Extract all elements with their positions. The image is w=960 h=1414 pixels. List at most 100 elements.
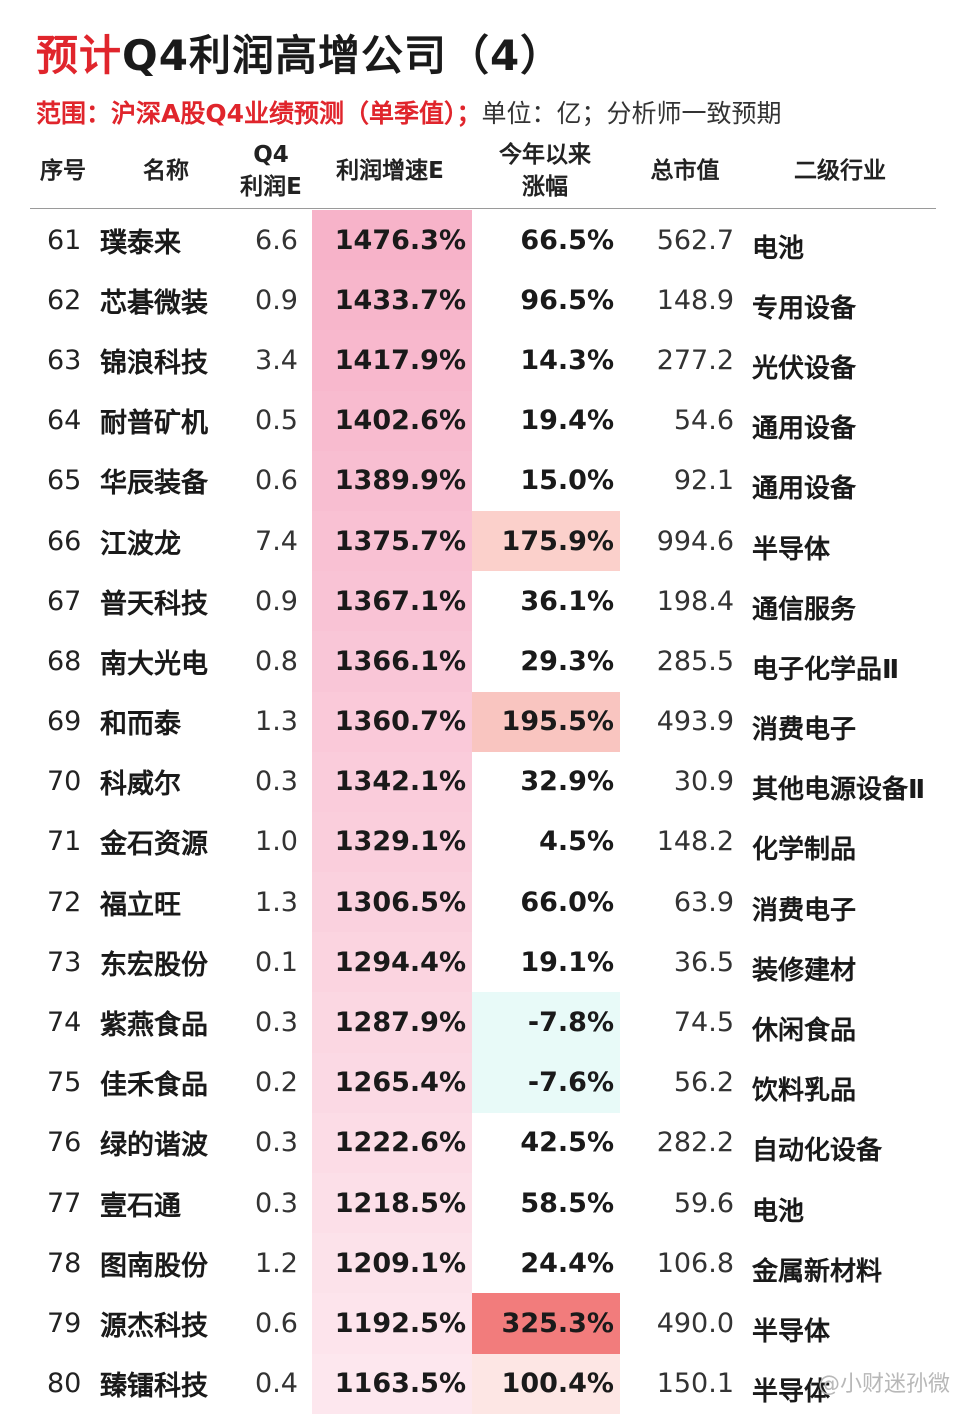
row-industry: 装修建材: [752, 955, 857, 986]
page-subtitle: 范围：沪深A股Q4业绩预测（单季值）；单位：亿；分析师一致预期: [36, 94, 782, 130]
row-index: 78: [47, 1247, 82, 1279]
row-index: 61: [47, 224, 82, 256]
row-ytd-change: 15.0%: [520, 465, 614, 497]
row-name: 耐普矿机: [100, 408, 208, 440]
row-industry: 通用设备: [752, 414, 857, 445]
row-name: 金石资源: [100, 829, 208, 861]
row-name: 普天科技: [100, 588, 208, 620]
row-industry: 半导体: [752, 1377, 831, 1408]
header-growth: 利润增速E: [336, 158, 444, 184]
row-index: 73: [47, 946, 82, 978]
row-industry: 专用设备: [752, 293, 857, 324]
row-profit-growth: 1192.5%: [312, 1293, 472, 1354]
row-index: 71: [47, 826, 82, 858]
row-market-cap: 282.2: [656, 1127, 734, 1159]
table-row: 70 科威尔 0.3 1342.1% 32.9% 30.9 其他电源设备Ⅱ: [30, 751, 960, 812]
row-profit-growth: 1389.9%: [312, 450, 472, 511]
header-q4: Q4 利润E: [230, 134, 312, 208]
header-q4-line2: 利润E: [240, 174, 302, 200]
table-row: 72 福立旺 1.3 1306.5% 66.0% 63.9 消费电子: [30, 872, 960, 933]
row-q4-profit: 1.2: [255, 1247, 298, 1279]
row-ytd-change: 66.5%: [520, 224, 614, 256]
table-row: 62 芯碁微装 0.9 1433.7% 96.5% 148.9 专用设备: [30, 270, 960, 331]
row-ytd-change: 42.5%: [520, 1127, 614, 1159]
row-name: 和而泰: [100, 709, 181, 741]
row-market-cap: 74.5: [673, 1007, 734, 1039]
table-row: 75 佳禾食品 0.2 1265.4% -7.6% 56.2 饮料乳品: [30, 1052, 960, 1113]
row-q4-profit: 0.3: [255, 1127, 298, 1159]
row-index: 69: [47, 706, 82, 738]
row-ytd-change: 32.9%: [520, 766, 614, 798]
row-market-cap: 493.9: [656, 706, 734, 738]
row-ytd-change: 14.3%: [520, 344, 614, 376]
row-ytd-change: 66.0%: [520, 886, 614, 918]
row-ytd-change: -7.8%: [472, 992, 620, 1053]
header-industry: 二级行业: [794, 158, 886, 184]
row-name: 南大光电: [100, 648, 208, 680]
row-index: 66: [47, 525, 82, 557]
header-name: 名称: [143, 158, 189, 184]
row-q4-profit: 0.2: [255, 1067, 298, 1099]
row-profit-growth: 1218.5%: [312, 1173, 472, 1234]
table-row: 67 普天科技 0.9 1367.1% 36.1% 198.4 通信服务: [30, 571, 960, 632]
row-index: 76: [47, 1127, 82, 1159]
table-header: 序号 名称 Q4 利润E 利润增速E 今年以来 涨幅 总市值 二级行业: [30, 134, 936, 209]
row-industry: 通用设备: [752, 474, 857, 505]
row-name: 佳禾食品: [100, 1070, 208, 1102]
row-name: 源杰科技: [100, 1310, 208, 1342]
row-profit-growth: 1360.7%: [312, 691, 472, 752]
row-index: 64: [47, 405, 82, 437]
row-index: 75: [47, 1067, 82, 1099]
row-ytd-change: -7.6%: [472, 1052, 620, 1113]
table-row: 77 壹石通 0.3 1218.5% 58.5% 59.6 电池: [30, 1173, 960, 1234]
row-profit-growth: 1417.9%: [312, 330, 472, 391]
table-row: 66 江波龙 7.4 1375.7% 175.9% 994.6 半导体: [30, 510, 960, 572]
table-body: 61 璞泰来 6.6 1476.3% 66.5% 562.7 电池 62 芯碁微装 0.9 1433…: [30, 210, 960, 1414]
row-q4-profit: 1.3: [255, 706, 298, 738]
row-q4-profit: 0.9: [255, 284, 298, 316]
row-industry: 电池: [752, 233, 805, 264]
page-title: 预计Q4利润高增公司（4）: [36, 31, 564, 80]
row-name: 绿的谐波: [100, 1130, 208, 1162]
row-industry: 其他电源设备Ⅱ: [752, 775, 926, 806]
row-ytd-change: 19.1%: [520, 946, 614, 978]
row-q4-profit: 0.9: [255, 585, 298, 617]
row-q4-profit: 3.4: [255, 344, 298, 376]
header-idx: 序号: [40, 158, 86, 184]
row-ytd-change: 36.1%: [520, 585, 614, 617]
row-industry: 化学制品: [752, 835, 857, 866]
row-profit-growth: 1366.1%: [312, 631, 472, 692]
row-market-cap: 59.6: [673, 1187, 734, 1219]
row-q4-profit: 0.5: [255, 405, 298, 437]
row-profit-growth: 1222.6%: [312, 1112, 472, 1173]
row-market-cap: 198.4: [656, 585, 734, 617]
row-ytd-change: 24.4%: [520, 1247, 614, 1279]
header-ytd: 今年以来 涨幅: [480, 134, 610, 208]
row-ytd-change: 96.5%: [520, 284, 614, 316]
row-name: 臻镭科技: [100, 1371, 208, 1403]
row-profit-growth: 1209.1%: [312, 1233, 472, 1294]
row-industry: 电池: [752, 1196, 805, 1227]
row-market-cap: 285.5: [656, 645, 734, 677]
table-row: 71 金石资源 1.0 1329.1% 4.5% 148.2 化学制品: [30, 811, 960, 873]
row-index: 80: [47, 1368, 82, 1400]
row-q4-profit: 0.1: [255, 946, 298, 978]
row-q4-profit: 0.3: [255, 1187, 298, 1219]
row-profit-growth: 1402.6%: [312, 390, 472, 451]
row-name: 科威尔: [100, 769, 181, 801]
table-row: 64 耐普矿机 0.5 1402.6% 19.4% 54.6 通用设备: [30, 390, 960, 451]
row-profit-growth: 1476.3%: [312, 210, 472, 271]
row-industry: 光伏设备: [752, 353, 857, 384]
row-ytd-change: 4.5%: [539, 826, 614, 858]
header-q4-line1: Q4: [253, 142, 289, 168]
row-market-cap: 994.6: [656, 525, 734, 557]
row-index: 79: [47, 1307, 82, 1339]
row-ytd-change: 58.5%: [520, 1187, 614, 1219]
row-industry: 金属新材料: [752, 1256, 883, 1287]
row-index: 63: [47, 344, 82, 376]
subtitle-scope: 范围：沪深A股Q4业绩预测（单季值）；: [36, 99, 482, 128]
header-ytd-line1: 今年以来: [499, 142, 591, 168]
row-industry: 自动化设备: [752, 1136, 883, 1167]
row-index: 74: [47, 1007, 82, 1039]
row-name: 紫燕食品: [100, 1010, 208, 1042]
